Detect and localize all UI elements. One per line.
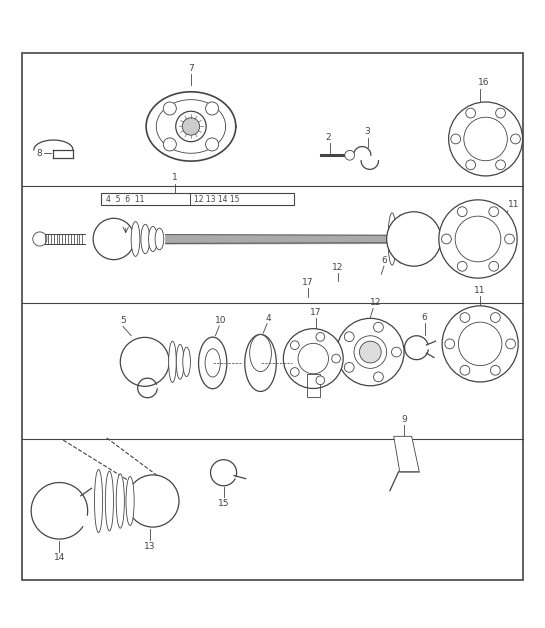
FancyBboxPatch shape [101, 193, 294, 205]
Circle shape [511, 134, 520, 144]
Circle shape [439, 200, 517, 278]
Ellipse shape [126, 477, 134, 526]
Circle shape [489, 207, 499, 217]
Circle shape [506, 339, 516, 349]
Circle shape [489, 261, 499, 271]
Ellipse shape [245, 334, 276, 391]
Ellipse shape [131, 222, 140, 256]
Text: 17: 17 [302, 278, 313, 287]
Text: 14: 14 [54, 553, 65, 562]
Circle shape [490, 365, 500, 375]
Circle shape [344, 332, 354, 342]
Circle shape [490, 313, 500, 322]
Circle shape [345, 150, 355, 160]
Circle shape [290, 367, 299, 376]
Circle shape [373, 322, 383, 332]
Ellipse shape [94, 470, 102, 533]
Ellipse shape [105, 471, 113, 531]
Circle shape [316, 332, 325, 341]
Circle shape [495, 108, 505, 118]
Circle shape [120, 337, 169, 386]
Circle shape [466, 160, 476, 170]
Circle shape [290, 341, 299, 350]
Circle shape [457, 261, 467, 271]
Circle shape [33, 232, 47, 246]
Circle shape [457, 207, 467, 217]
Text: 11: 11 [508, 200, 519, 209]
Text: 12: 12 [370, 298, 381, 308]
Circle shape [337, 318, 404, 386]
Ellipse shape [250, 335, 271, 372]
Circle shape [466, 108, 476, 118]
Circle shape [460, 313, 470, 322]
Text: 15: 15 [218, 499, 229, 508]
Circle shape [386, 212, 441, 266]
Text: 10: 10 [215, 316, 227, 325]
Ellipse shape [149, 227, 158, 251]
Circle shape [391, 347, 401, 357]
Text: 6: 6 [381, 256, 387, 265]
Circle shape [283, 328, 343, 389]
Text: 4  5  6  11: 4 5 6 11 [106, 195, 144, 204]
Text: 17: 17 [310, 308, 322, 317]
Ellipse shape [205, 349, 220, 377]
Ellipse shape [116, 474, 124, 528]
Text: 6: 6 [422, 313, 428, 322]
Ellipse shape [183, 347, 190, 377]
Ellipse shape [141, 224, 150, 254]
Circle shape [441, 234, 451, 244]
Ellipse shape [388, 213, 396, 265]
Text: 8: 8 [37, 149, 43, 158]
Circle shape [127, 475, 179, 527]
Ellipse shape [396, 215, 404, 263]
Ellipse shape [418, 222, 426, 256]
Text: 7: 7 [188, 64, 194, 73]
Circle shape [182, 118, 199, 135]
Text: 3: 3 [365, 127, 371, 136]
Circle shape [298, 344, 329, 374]
Circle shape [455, 216, 501, 262]
Circle shape [164, 102, 177, 115]
Circle shape [205, 102, 219, 115]
Ellipse shape [168, 341, 176, 382]
Circle shape [344, 362, 354, 372]
Text: 11: 11 [474, 286, 486, 295]
Circle shape [451, 134, 461, 144]
Text: 16: 16 [477, 78, 489, 87]
Ellipse shape [155, 228, 164, 250]
Circle shape [332, 354, 341, 363]
Circle shape [460, 365, 470, 375]
Circle shape [373, 372, 383, 382]
Text: 12: 12 [332, 263, 343, 271]
Circle shape [449, 102, 523, 176]
Circle shape [175, 111, 206, 142]
Circle shape [93, 219, 135, 259]
Circle shape [164, 138, 177, 151]
Circle shape [495, 160, 505, 170]
Circle shape [505, 234, 514, 244]
Text: 4: 4 [266, 314, 271, 323]
FancyBboxPatch shape [22, 53, 523, 580]
Circle shape [316, 376, 325, 384]
Circle shape [354, 336, 386, 369]
Text: 13: 13 [144, 542, 156, 551]
Text: 5: 5 [120, 316, 126, 325]
Circle shape [458, 322, 502, 365]
Text: 1: 1 [172, 173, 178, 183]
Circle shape [205, 138, 219, 151]
Text: 12 13 14 15: 12 13 14 15 [195, 195, 240, 204]
Text: 9: 9 [401, 415, 407, 424]
Circle shape [445, 339, 455, 349]
Ellipse shape [411, 219, 420, 259]
Circle shape [464, 117, 507, 161]
Circle shape [442, 306, 518, 382]
Ellipse shape [198, 337, 227, 389]
Ellipse shape [404, 217, 413, 261]
Text: 2: 2 [326, 133, 331, 142]
Ellipse shape [176, 344, 184, 379]
Polygon shape [393, 436, 419, 472]
Circle shape [360, 341, 381, 363]
